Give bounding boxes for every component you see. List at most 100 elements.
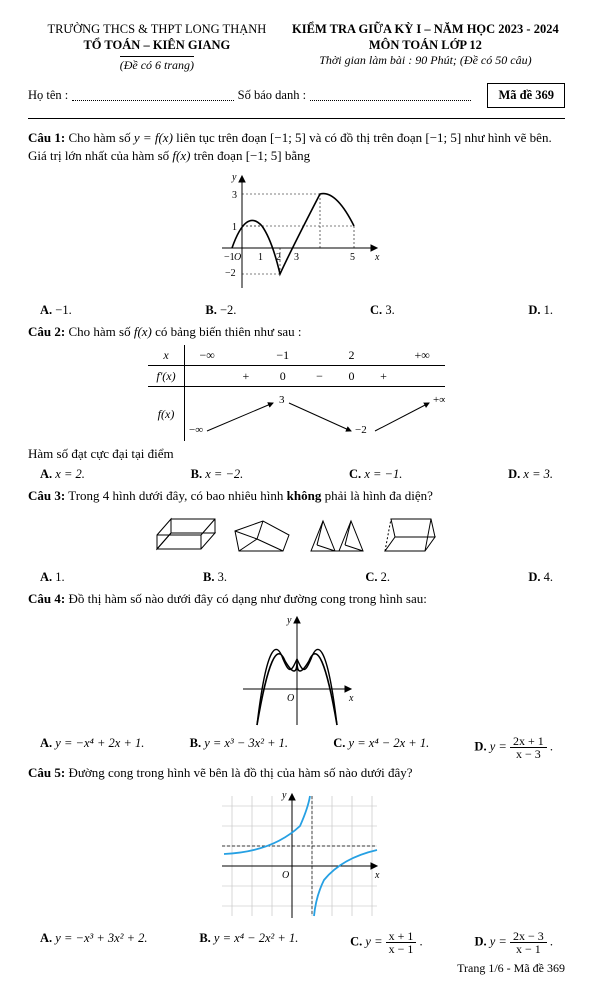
q2-variation-table: x −∞ −1 2 +∞ f'(x) + 0 − 0 + f(x) xyxy=(148,345,444,441)
q1-d: D. 1. xyxy=(528,302,553,319)
q3-bold: không xyxy=(287,488,322,503)
q2-val-top: 3 xyxy=(279,394,285,406)
q1-a: A. −1. xyxy=(40,302,72,319)
q5-b: B. y = x⁴ − 2x² + 1. xyxy=(199,930,298,955)
svg-text:y: y xyxy=(281,790,287,801)
q3-a: A. 1. xyxy=(40,569,65,586)
q2-val-bot: −2 xyxy=(355,424,367,436)
q4-d: D. y = 2x + 1x − 3 . xyxy=(474,735,553,760)
q1-f1b: f(x) xyxy=(172,148,190,163)
q5-c: C. y = x + 1x − 1 . xyxy=(350,930,423,955)
q3-d: D. 4. xyxy=(528,569,553,586)
q5-text: Đường cong trong hình vẽ bên là đồ thị c… xyxy=(68,765,412,780)
svg-text:−1: −1 xyxy=(224,252,235,263)
q1-l2a: Giá trị lớn nhất của hàm số xyxy=(28,148,172,163)
q2-d: D. x = 3. xyxy=(508,466,553,483)
q2-label: Câu 2: xyxy=(28,324,65,339)
svg-text:O: O xyxy=(287,693,294,704)
q5-a: A. y = −x³ + 3x² + 2. xyxy=(40,930,148,955)
q5-choices: A. y = −x³ + 3x² + 2. B. y = x⁴ − 2x² + … xyxy=(28,930,565,955)
question-2: Câu 2: Cho hàm số f(x) có bảng biến thiê… xyxy=(28,323,565,483)
q1-seg3: [−1; 5] xyxy=(246,148,282,163)
q1-f1: y = f(x) xyxy=(134,130,173,145)
name-label: Họ tên : xyxy=(28,88,68,103)
q4-choices: A. y = −x⁴ + 2x + 1. B. y = x³ − 3x² + 1… xyxy=(28,735,565,760)
q2-f1: f(x) xyxy=(134,324,152,339)
exam-page: TRƯỜNG THCS & THPT LONG THẠNH TỔ TOÁN – … xyxy=(0,0,593,986)
q1-label: Câu 1: xyxy=(28,130,65,145)
exam-subject: MÔN TOÁN LỚP 12 xyxy=(286,38,565,53)
q1-c: C. 3. xyxy=(370,302,395,319)
q1-l2b: trên đoạn xyxy=(194,148,246,163)
exam-title: KIỂM TRA GIỮA KỲ I – NĂM HỌC 2023 - 2024 xyxy=(286,22,565,37)
q4-label: Câu 4: xyxy=(28,591,65,606)
svg-text:1: 1 xyxy=(232,222,237,233)
question-4: Câu 4: Đồ thị hàm số nào dưới đây có dạn… xyxy=(28,590,565,761)
q3-label: Câu 3: xyxy=(28,488,65,503)
q1-t3: và có đồ thị trên đoạn xyxy=(309,130,425,145)
question-3: Câu 3: Trong 4 hình dưới đây, có bao nhi… xyxy=(28,487,565,585)
svg-text:O: O xyxy=(282,870,289,881)
question-1: Câu 1: Cho hàm số y = f(x) liên tục trên… xyxy=(28,129,565,319)
pages-note: (Đề có 6 trang) xyxy=(120,56,194,73)
name-fill xyxy=(72,90,233,101)
q2-line2: Hàm số đạt cực đại tại điểm xyxy=(28,445,565,463)
q2-choices: A. x = 2. B. x = −2. C. x = −1. D. x = 3… xyxy=(28,466,565,483)
q3-shapes xyxy=(147,509,447,565)
q1-choices: A. −1. B. −2. C. 3. D. 1. xyxy=(28,302,565,319)
q3-choices: A. 1. B. 3. C. 2. D. 4. xyxy=(28,569,565,586)
q3-t2: phải là hình đa diện? xyxy=(325,488,433,503)
svg-text:5: 5 xyxy=(350,252,355,263)
school-line1: TRƯỜNG THCS & THPT LONG THẠNH xyxy=(28,22,286,37)
q4-graph: x y O xyxy=(237,611,357,731)
q2-b: B. x = −2. xyxy=(191,466,244,483)
q5-graph: x y O xyxy=(212,786,382,926)
svg-text:+∞: +∞ xyxy=(433,394,445,406)
q1-t1: Cho hàm số xyxy=(68,130,133,145)
q1-t2: liên tục trên đoạn xyxy=(176,130,267,145)
q1-b: B. −2. xyxy=(205,302,236,319)
header-left: TRƯỜNG THCS & THPT LONG THẠNH TỔ TOÁN – … xyxy=(28,22,286,73)
q2-t2: có bảng biến thiên như sau : xyxy=(155,324,301,339)
header-right: KIỂM TRA GIỮA KỲ I – NĂM HỌC 2023 - 2024… xyxy=(286,22,565,73)
exam-code-box: Mã đề 369 xyxy=(487,83,565,108)
q4-a: A. y = −x⁴ + 2x + 1. xyxy=(40,735,144,760)
svg-text:x: x xyxy=(374,870,380,881)
svg-text:1: 1 xyxy=(258,252,263,263)
svg-text:y: y xyxy=(286,615,292,626)
svg-text:3: 3 xyxy=(232,190,237,201)
q2-a: A. x = 2. xyxy=(40,466,85,483)
svg-text:3: 3 xyxy=(294,252,299,263)
svg-text:−2: −2 xyxy=(225,268,236,279)
q1-seg1: [−1; 5] xyxy=(270,130,306,145)
svg-text:x: x xyxy=(374,252,380,263)
q4-text: Đồ thị hàm số nào dưới đây có dạng như đ… xyxy=(68,591,426,606)
name-row: Họ tên : Số báo danh : Mã đề 369 xyxy=(28,83,565,108)
time-note: Thời gian làm bài : 90 Phút; (Đề có 50 c… xyxy=(286,53,565,68)
q3-c: C. 2. xyxy=(365,569,390,586)
q4-c: C. y = x⁴ − 2x + 1. xyxy=(333,735,429,760)
svg-text:y: y xyxy=(231,172,237,183)
q5-d: D. y = 2x − 3x − 1 . xyxy=(474,930,553,955)
q2-c: C. x = −1. xyxy=(349,466,402,483)
sbd-fill xyxy=(310,90,471,101)
page-footer: Trang 1/6 - Mã đề 369 xyxy=(28,961,565,976)
q1-seg2: [−1; 5] xyxy=(425,130,461,145)
q3-b: B. 3. xyxy=(203,569,227,586)
svg-text:x: x xyxy=(348,693,354,704)
header-rule xyxy=(28,118,565,119)
school-line2: TỔ TOÁN – KIÊN GIANG xyxy=(28,38,286,53)
q4-b: B. y = x³ − 3x² + 1. xyxy=(190,735,288,760)
question-5: Câu 5: Đường cong trong hình vẽ bên là đ… xyxy=(28,764,565,955)
q1-graph: x y O −1 1 2 3 5 1 3 −2 xyxy=(212,168,382,298)
q2-t1: Cho hàm số xyxy=(68,324,133,339)
q2-variation-arrows: 3 −2 +∞ −∞ xyxy=(185,391,445,437)
header: TRƯỜNG THCS & THPT LONG THẠNH TỔ TOÁN – … xyxy=(28,22,565,73)
sbd-label: Số báo danh : xyxy=(238,88,306,103)
q3-t1: Trong 4 hình dưới đây, có bao nhiêu hình xyxy=(68,488,286,503)
svg-text:−∞: −∞ xyxy=(189,424,203,436)
q5-label: Câu 5: xyxy=(28,765,65,780)
q1-t4: như hình vẽ bên. xyxy=(465,130,552,145)
svg-text:O: O xyxy=(234,252,241,263)
q1-l2c: bằng xyxy=(285,148,310,163)
